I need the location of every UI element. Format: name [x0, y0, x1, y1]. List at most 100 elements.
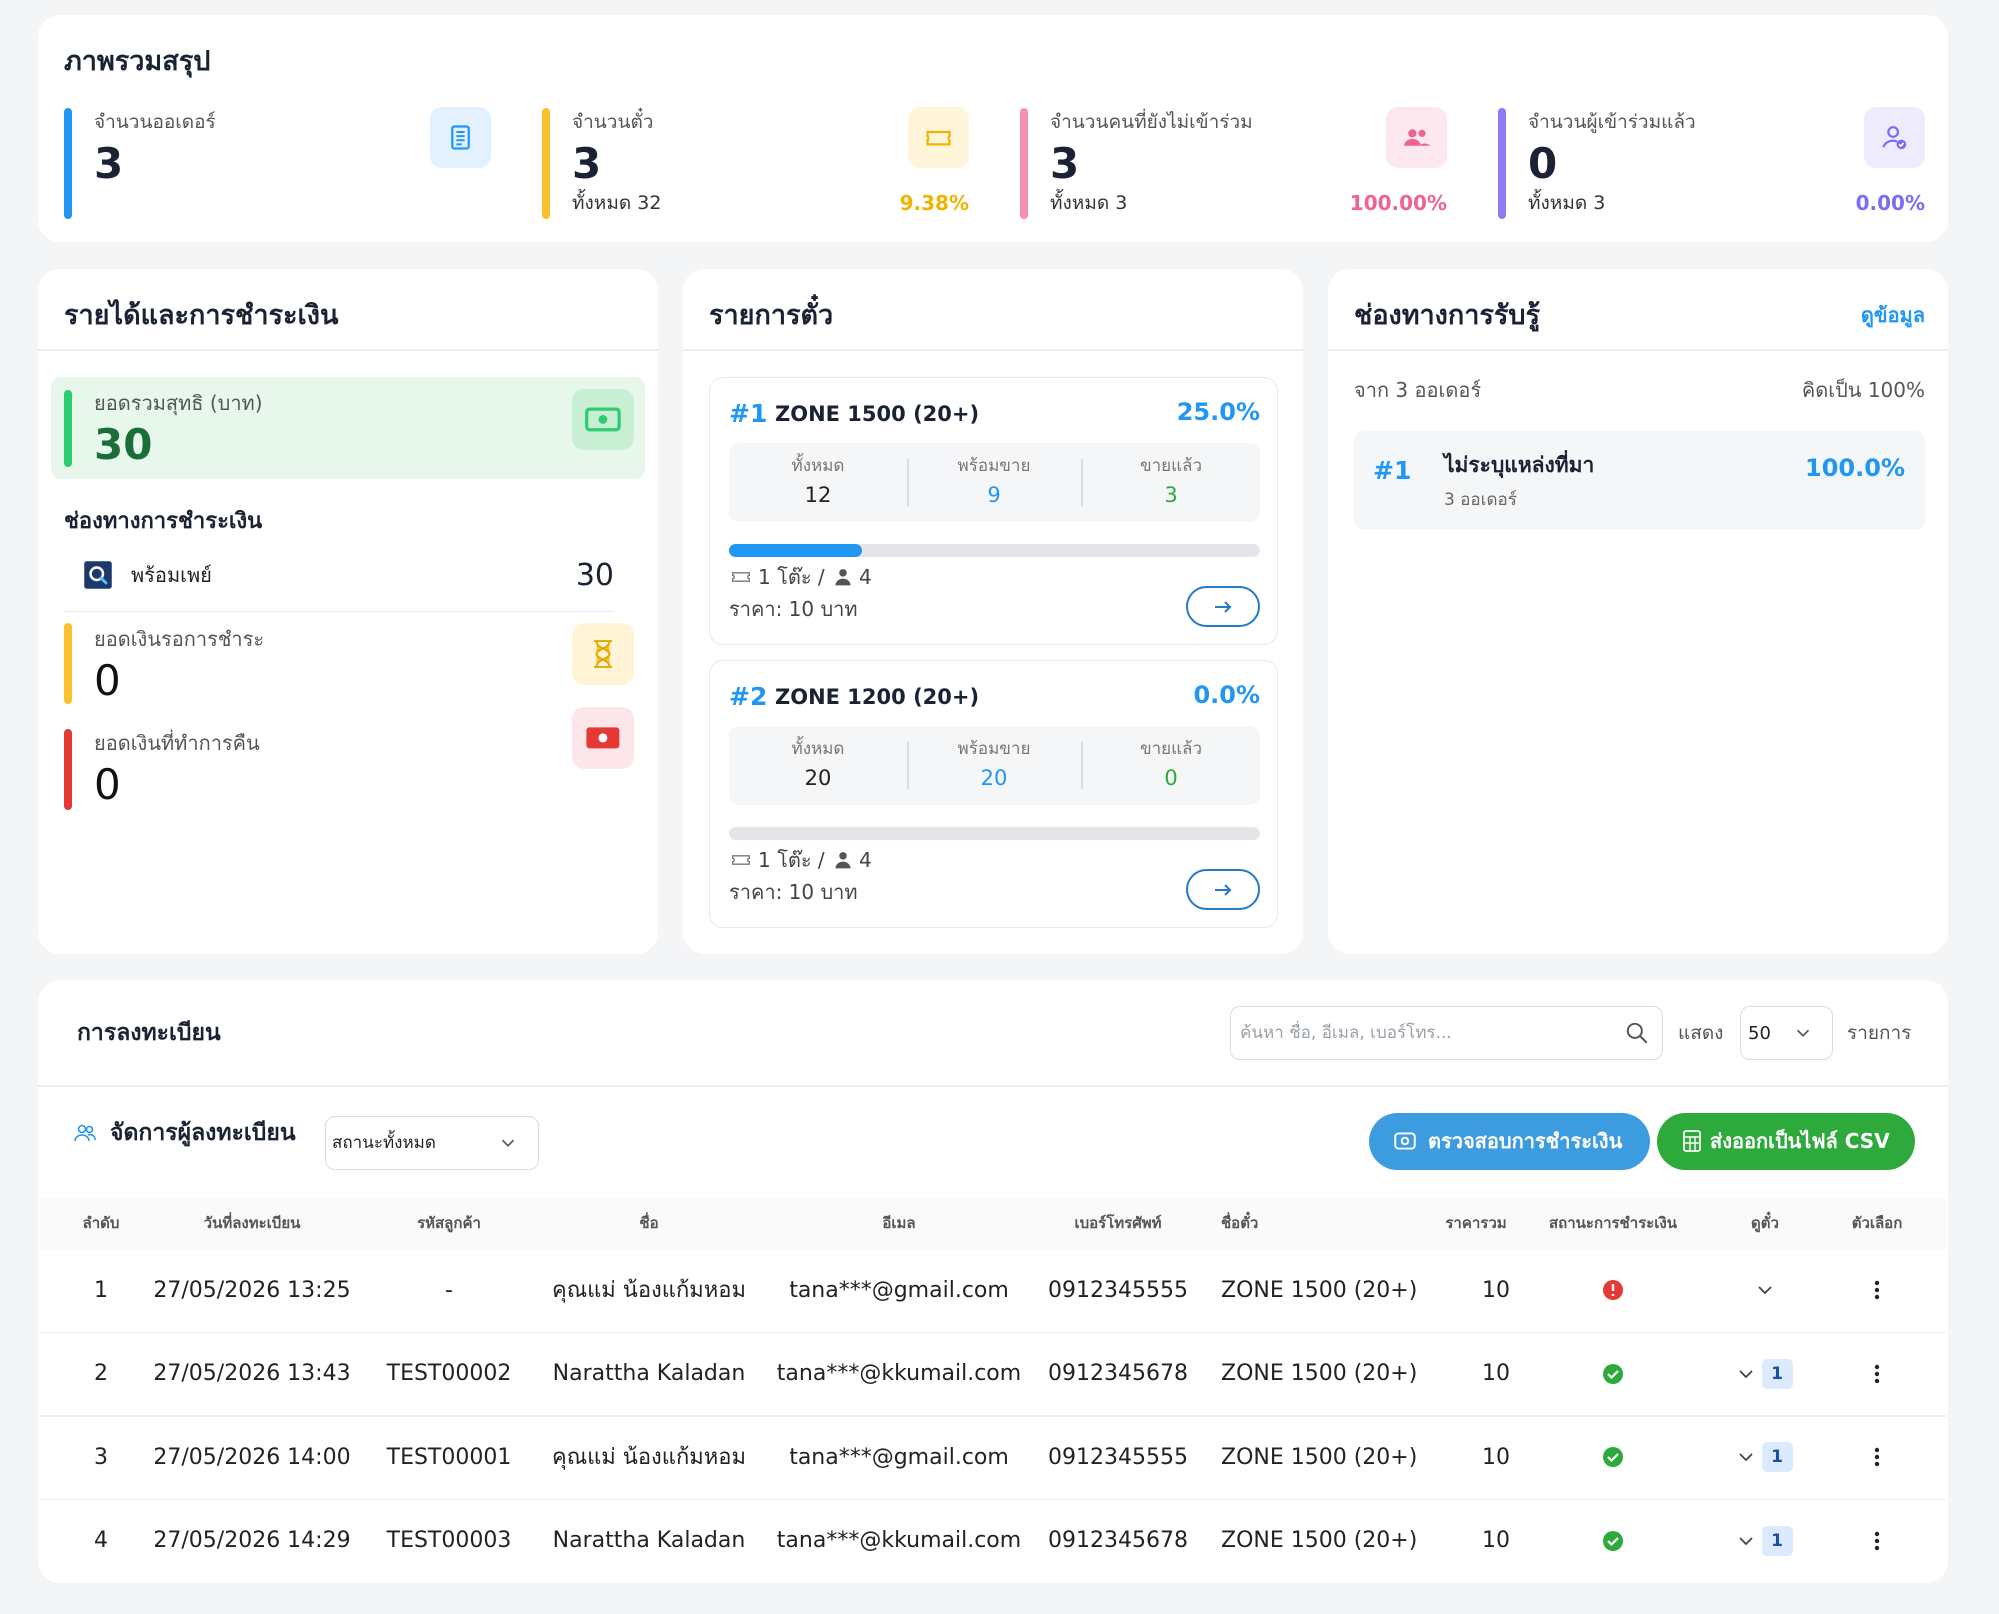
paid-icon-part — [1603, 1363, 1623, 1384]
progress-track — [729, 827, 1260, 840]
options-icon-part — [1874, 1280, 1880, 1286]
paid-icon-part — [1607, 1536, 1619, 1546]
paid-icon — [1603, 1447, 1623, 1467]
payment-icon-part — [1394, 1132, 1416, 1150]
stat-icon-part — [451, 125, 470, 150]
search-icon-part — [1626, 1022, 1643, 1039]
csv-icon — [1683, 1130, 1701, 1152]
options-icon-part — [1874, 1538, 1880, 1543]
arrow-icon-part — [1215, 884, 1232, 896]
person-icon-part — [839, 569, 847, 577]
status-filter-select[interactable] — [325, 1116, 539, 1170]
sources-card — [1328, 269, 1948, 954]
options-icon — [1874, 1280, 1880, 1300]
table-icon-part — [732, 572, 750, 582]
hourglass-icon-bg — [572, 623, 634, 685]
row-divider — [40, 1331, 1946, 1333]
options-icon-part — [1874, 1287, 1880, 1293]
row-divider — [40, 1498, 1946, 1500]
stat-bar — [64, 108, 72, 219]
stat-bar — [1498, 108, 1506, 219]
net-box — [51, 377, 645, 479]
stat-icon-part — [1408, 129, 1417, 138]
table-icon — [732, 855, 750, 865]
page-size-select[interactable] — [1740, 1006, 1833, 1060]
divider — [38, 1085, 1948, 1087]
stat-icon — [1882, 126, 1907, 150]
options-icon-part — [1874, 1447, 1880, 1453]
registration-card — [38, 980, 1948, 1583]
stat-icon-bg — [908, 107, 969, 168]
hourglass-icon-part — [593, 640, 613, 668]
zone-stat-divider — [1081, 742, 1083, 789]
arrow-icon — [1215, 601, 1232, 613]
stat-icon — [926, 130, 951, 146]
csv-icon-part — [1683, 1130, 1701, 1152]
stat-icon-part — [1898, 142, 1905, 148]
promptpay-icon — [84, 561, 112, 589]
payment-icon-part — [1400, 1136, 1410, 1146]
cash-icon-part — [585, 407, 621, 432]
expand-icon-part — [1758, 1286, 1772, 1295]
options-icon-part — [1874, 1545, 1880, 1550]
zone-arrow-button[interactable] — [1186, 869, 1260, 910]
users-icon-part — [85, 1125, 94, 1134]
zone-stats — [729, 443, 1260, 522]
expand-icon — [1758, 1286, 1772, 1295]
search-icon-part — [1639, 1035, 1648, 1044]
stat-icon-part — [1887, 126, 1900, 138]
cash-icon-part — [598, 414, 608, 424]
options-icon-part — [1874, 1371, 1880, 1376]
zone-stat-divider — [907, 742, 909, 789]
divider — [1328, 349, 1948, 351]
refund-icon — [586, 727, 620, 749]
person-icon-part — [839, 852, 847, 860]
expand-icon-part — [1739, 1369, 1753, 1378]
check-payment-button[interactable] — [1369, 1113, 1650, 1170]
stat-bar — [542, 108, 550, 219]
chevron-icon — [501, 1139, 515, 1147]
options-icon — [1874, 1447, 1880, 1467]
progress-track — [729, 544, 1260, 557]
expand-icon-part — [1739, 1536, 1753, 1545]
person-icon — [835, 852, 851, 869]
options-icon-part — [1874, 1461, 1880, 1467]
paid-icon-part — [1607, 1369, 1619, 1379]
options-icon-part — [1874, 1294, 1880, 1300]
zone-stat-divider — [907, 459, 909, 506]
options-icon-part — [1874, 1531, 1880, 1536]
paid-icon-part — [1607, 1453, 1619, 1463]
expand-icon — [1739, 1369, 1753, 1378]
unpaid-icon — [1603, 1280, 1623, 1300]
stat-icon-part — [456, 131, 465, 146]
paid-icon-part — [1603, 1447, 1623, 1467]
chevron-icon — [1796, 1029, 1810, 1037]
arrow-icon — [1215, 884, 1232, 896]
zone-stats — [729, 726, 1260, 805]
zone-stat-divider — [1081, 459, 1083, 506]
search-input[interactable] — [1230, 1006, 1663, 1060]
divider — [683, 349, 1303, 351]
promptpay-icon-part — [89, 566, 105, 582]
users-icon-part — [77, 1124, 87, 1134]
cash-icon-part — [585, 407, 621, 432]
ticket-badge — [1762, 1358, 1793, 1389]
paid-icon-part — [1603, 1530, 1623, 1551]
table-icon — [732, 572, 750, 582]
expand-icon — [1739, 1536, 1753, 1545]
net-bar — [64, 390, 72, 467]
promptpay-icon-part — [84, 561, 112, 589]
pending-bar — [64, 623, 72, 704]
chevron-icon-part — [1796, 1029, 1810, 1037]
options-icon — [1874, 1531, 1880, 1550]
ticket-badge — [1762, 1442, 1793, 1472]
expand-icon — [1739, 1453, 1753, 1462]
row-divider — [40, 1415, 1946, 1417]
paid-icon — [1603, 1530, 1623, 1551]
payment-icon — [1394, 1132, 1416, 1150]
stat-icon-part — [926, 130, 951, 146]
cash-icon — [585, 407, 621, 432]
paid-icon — [1603, 1363, 1623, 1384]
stat-icon-part — [1882, 139, 1898, 148]
zone-arrow-button[interactable] — [1186, 586, 1260, 627]
